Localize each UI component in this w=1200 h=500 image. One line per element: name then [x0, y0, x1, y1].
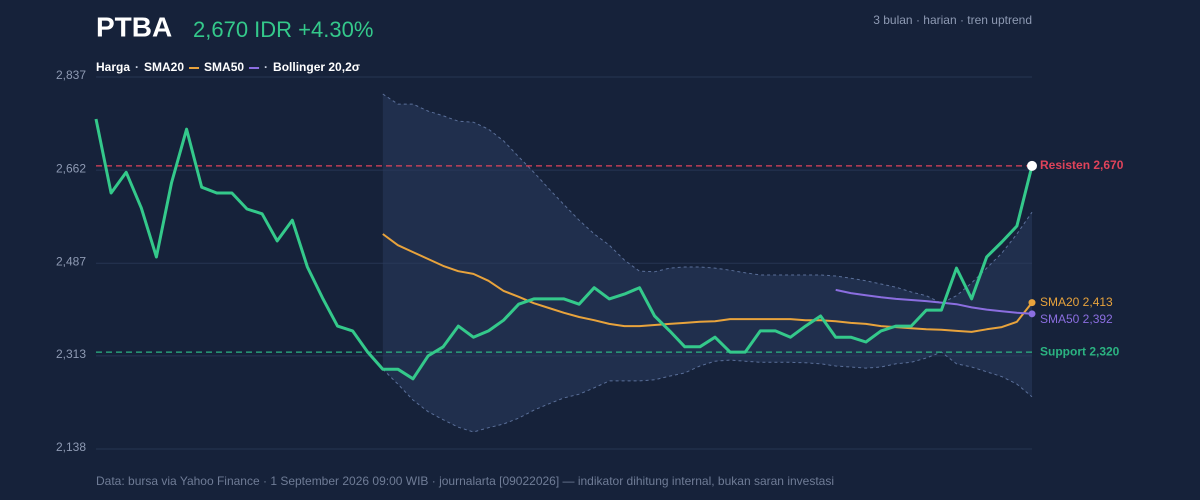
legend-separator: ·	[264, 60, 268, 74]
band-edge	[382, 351, 1033, 433]
end-dot	[1028, 299, 1036, 307]
band-edge	[382, 93, 1033, 304]
chart-note: 3 bulan · harian · tren uptrend	[873, 13, 1032, 27]
legend: Harga · SMA20 SMA50 · Bollinger 20,2σ	[96, 60, 360, 74]
y-tick-label: 2,837	[56, 68, 86, 82]
legend-label: Bollinger 20,2σ	[273, 60, 360, 74]
y-tick-label: 2,662	[56, 161, 86, 175]
end-dot	[1028, 310, 1036, 318]
series-line	[835, 288, 1033, 315]
legend-separator: ·	[135, 60, 139, 74]
chart-title: PTBA	[96, 11, 172, 42]
legend-label: SMA50	[204, 60, 244, 74]
level-label: Support 2,320	[1040, 344, 1120, 358]
y-tick-label: 2,313	[56, 347, 86, 361]
y-tick-label: 2,138	[56, 440, 86, 454]
end-dot	[1027, 160, 1037, 171]
band-fill	[382, 94, 1032, 432]
end-label: SMA50 2,392	[1040, 312, 1113, 326]
level-label: Resisten 2,670	[1040, 158, 1124, 172]
series-line	[94, 118, 1034, 381]
source-note: Data: bursa via Yahoo Finance · 1 Septem…	[96, 474, 834, 488]
y-tick-label: 2,487	[56, 254, 86, 268]
legend-label: SMA20	[144, 60, 184, 74]
legend-label: Harga	[96, 60, 130, 74]
end-label: SMA20 2,413	[1040, 295, 1113, 309]
series-line	[382, 233, 1033, 333]
chart-subtitle: 2,670 IDR +4.30%	[193, 17, 373, 42]
